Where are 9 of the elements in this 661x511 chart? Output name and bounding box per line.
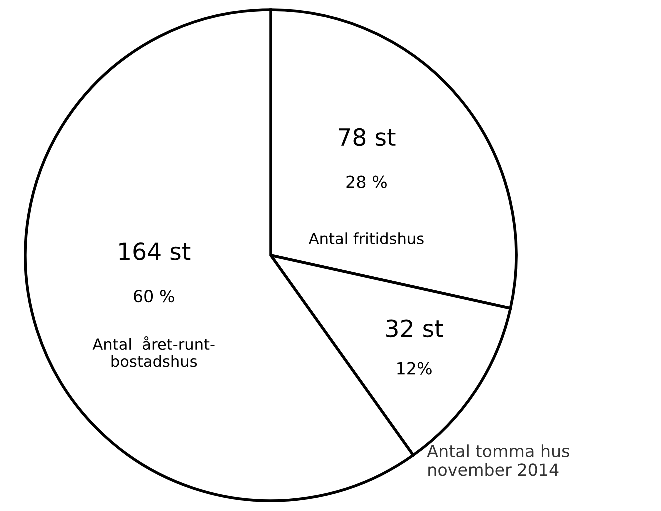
slice-label: Antal fritidshus: [308, 232, 424, 244]
data-label: 78 st: [339, 128, 396, 146]
text: 60 %: [134, 290, 174, 303]
text: 12%: [398, 362, 432, 375]
slice-label: Antal tomma hus november 2014: [427, 444, 570, 476]
data-label: 32 st: [386, 320, 444, 338]
data-label: 164 st: [120, 242, 191, 260]
slice-label: Antal året-runt- bostadshus: [92, 336, 215, 368]
text: 28 %: [346, 176, 387, 188]
